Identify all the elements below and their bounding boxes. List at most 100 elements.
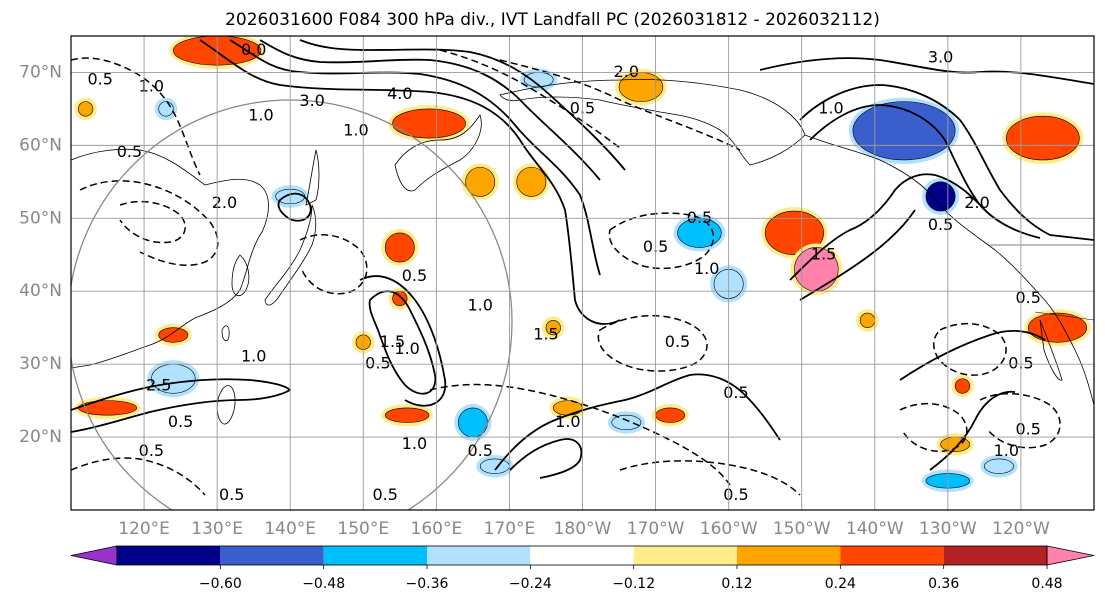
contour-label: 0.5: [1016, 288, 1041, 307]
contour-label: 0.0: [241, 40, 266, 59]
contour-label: 1.0: [248, 106, 273, 125]
coast-taiwan: [221, 325, 230, 342]
map-frame: [70, 35, 1095, 511]
shaded-region: [611, 414, 642, 431]
colorbar-segment: [737, 546, 841, 565]
contour-positive: [799, 84, 1094, 241]
shaded-region: [655, 407, 686, 423]
contour-label: 0.5: [928, 215, 953, 234]
contour-positive: [199, 39, 621, 325]
coast-alaska: [499, 79, 806, 166]
contour-label: 0.5: [117, 142, 142, 161]
x-tick-label: 170°E: [484, 519, 536, 539]
contour-negative: [979, 392, 1061, 449]
shaded-region: [1027, 312, 1087, 343]
y-tick-label: 60°N: [19, 135, 62, 155]
contour-positive: [259, 39, 601, 181]
coast-north-america: [804, 134, 1094, 406]
x-tick-label: 160°E: [411, 519, 463, 539]
contour-label: 1.0: [555, 412, 580, 431]
shaded-region: [859, 312, 876, 328]
contour-negative: [71, 57, 201, 176]
contour-label: 3.0: [299, 91, 324, 110]
contour-label: 1.0: [139, 77, 164, 96]
coast-korea: [231, 254, 250, 297]
shaded-region: [384, 407, 430, 423]
y-tick-labels: 20°N 30°N 40°N 50°N 60°N 70°N: [19, 62, 62, 447]
gridlines: [71, 36, 1094, 510]
contour-label: 2.5: [146, 376, 171, 395]
shaded-region: [384, 232, 415, 263]
colorbar-extend-high: [1046, 545, 1095, 566]
contour-negative: [71, 457, 206, 496]
contour-label: 0.5: [219, 485, 244, 504]
colorbar-segment: [323, 546, 427, 565]
shaded-region: [78, 101, 94, 117]
contour-label: 0.5: [365, 354, 390, 373]
contour-label: 0.5: [372, 485, 397, 504]
contour-label: 1.0: [467, 295, 492, 314]
shaded-region: [984, 458, 1014, 474]
contour-negative: [79, 180, 219, 266]
shading-layer: [74, 36, 1091, 493]
contour-label: 2.0: [614, 62, 639, 81]
contour-positive: [759, 57, 1094, 85]
contour-label: 3.0: [928, 47, 953, 66]
colorbar-tick-label: 0.24: [825, 576, 856, 592]
x-tick-label: 180°W: [554, 519, 612, 539]
colorbar-segment: [427, 546, 531, 565]
border-us-mexico: [1034, 311, 1094, 321]
shaded-region: [158, 101, 174, 117]
shaded-region: [479, 458, 510, 474]
x-tick-label: 160°W: [700, 519, 758, 539]
contour-label: 0.5: [723, 383, 748, 402]
contour-label: 1.0: [394, 339, 419, 358]
x-tick-label: 150°E: [337, 519, 389, 539]
y-tick-label: 20°N: [19, 427, 62, 447]
contour-positive: [494, 373, 781, 471]
coast-japan: [264, 204, 317, 306]
colorbar-segment: [220, 546, 324, 565]
shaded-region: [516, 166, 547, 197]
contour-label: 4.0: [387, 84, 412, 103]
colorbar: −0.60 −0.48 −0.36 −0.24 −0.12 0.12 0.24 0.36 0.4…: [70, 545, 1095, 592]
shaded-region: [465, 166, 496, 197]
colorbar-tick-label: −0.24: [509, 576, 552, 592]
coast-kamchatka: [394, 114, 482, 192]
contour-negative: [499, 59, 741, 151]
x-tick-label: 150°W: [773, 519, 831, 539]
contour-negative: [597, 314, 708, 372]
contour-label: 0.5: [723, 485, 748, 504]
contour-label: 0.5: [139, 441, 164, 460]
coastlines: [71, 79, 1094, 425]
shaded-region: [392, 108, 466, 139]
coast-sakhalin: [305, 149, 320, 206]
contour-positive: [809, 104, 1041, 239]
contour-label: 0.5: [687, 208, 712, 227]
contour-label: 1.0: [994, 441, 1019, 460]
shaded-region: [545, 320, 561, 336]
coast-asia: [71, 148, 269, 369]
contour-label: 0.5: [467, 441, 492, 460]
contour-label: 1.0: [402, 434, 427, 453]
contour-positive: [368, 290, 437, 395]
shaded-region: [158, 327, 189, 343]
contour-negative: [119, 200, 186, 244]
contour-positive: [299, 39, 626, 171]
x-tick-label: 130°E: [191, 519, 243, 539]
contour-label: 1.5: [533, 324, 558, 343]
x-tick-label: 120°W: [992, 519, 1050, 539]
contour-label: 0.5: [168, 412, 193, 431]
coast-baja: [1039, 319, 1063, 381]
contour-label: 1.0: [343, 120, 368, 139]
shaded-region: [764, 210, 824, 256]
x-tick-label: 130°W: [919, 519, 977, 539]
contour-label: 1.5: [380, 332, 405, 351]
shaded-region: [852, 101, 956, 161]
colorbar-extend-low: [70, 545, 118, 566]
colorbar-frame: [116, 545, 1048, 566]
x-tick-label: 140°W: [846, 519, 904, 539]
contour-positive: [899, 329, 1046, 381]
contour-negative: [899, 402, 968, 452]
